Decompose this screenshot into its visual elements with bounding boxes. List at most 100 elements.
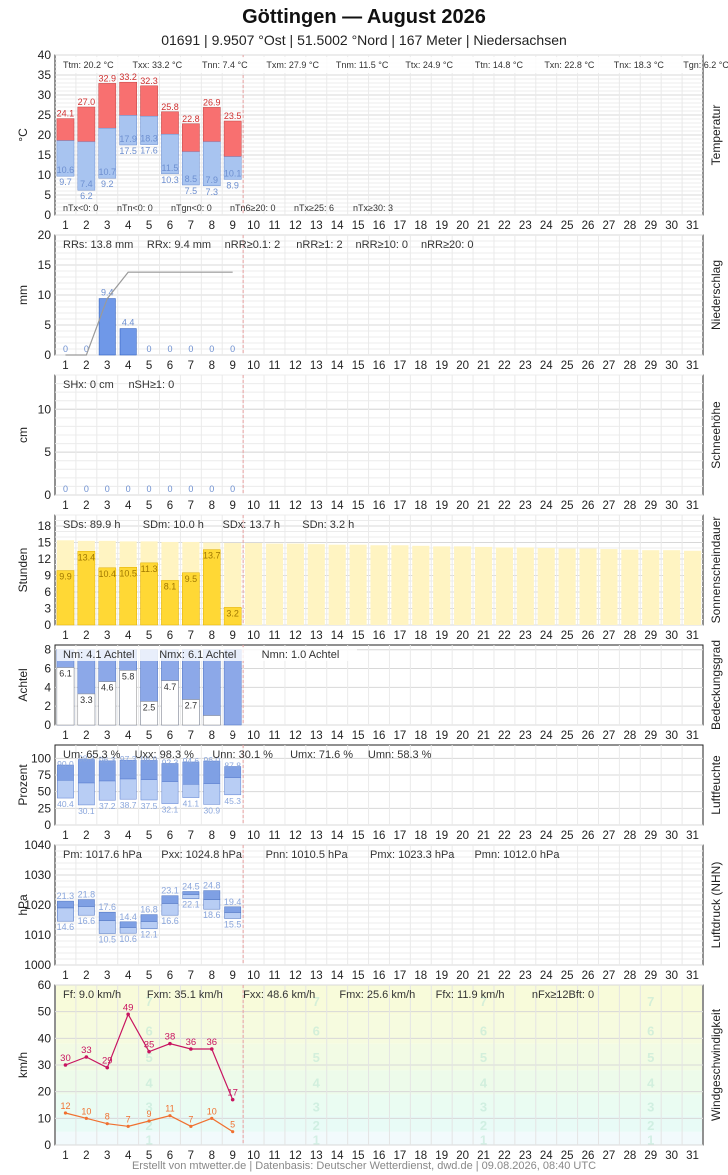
gust-value-label: 35 — [144, 1040, 155, 1051]
temp-max-bar — [56, 118, 75, 141]
x-tick-label: 20 — [456, 500, 469, 512]
y-tick-label: 8 — [44, 643, 51, 657]
humidity-lower-bar — [203, 783, 221, 805]
y-tick-label: 0 — [44, 618, 51, 632]
beaufort-label: 1 — [313, 1133, 320, 1148]
pressure-max-label: 16.8 — [140, 905, 158, 915]
x-tick-label: 9 — [229, 220, 235, 232]
pressure-max-label: 24.8 — [203, 881, 221, 891]
x-tick-label: 6 — [167, 730, 173, 742]
x-tick-label: 6 — [167, 220, 173, 232]
x-tick-label: 20 — [456, 970, 469, 982]
temp-max-label: 26.9 — [203, 97, 221, 107]
y-tick-label: 30 — [38, 1058, 52, 1072]
x-tick-label: 4 — [125, 220, 132, 232]
x-tick-label: 15 — [352, 630, 365, 642]
sun-potential-bar — [224, 543, 242, 625]
x-tick-label: 1 — [62, 220, 68, 232]
pressure-min-label: 12.1 — [140, 930, 158, 940]
x-tick-label: 9 — [229, 630, 235, 642]
y-tick-label: 3 — [44, 602, 51, 616]
humidity-max-label: 94.6 — [183, 756, 200, 766]
pressure-lower-bar — [98, 920, 116, 934]
x-tick-label: 21 — [477, 730, 490, 742]
x-tick-label: 24 — [540, 500, 553, 512]
pressure-max-label: 21.8 — [78, 890, 96, 900]
stat-label: nRR≥1: 2 — [296, 239, 342, 251]
stat-label: Umx: 71.6 % — [290, 749, 353, 761]
x-tick-label: 18 — [414, 500, 427, 512]
x-tick-label: 21 — [477, 360, 490, 372]
temp-min-bar — [77, 141, 96, 191]
beaufort-zone — [56, 1094, 702, 1116]
panel-side-label: Luftfeuchte — [709, 755, 723, 815]
x-tick-label: 7 — [188, 730, 194, 742]
sun-potential-bar — [454, 546, 472, 625]
x-tick-label: 12 — [289, 360, 302, 372]
temp-min-label: 11.5 — [162, 163, 179, 173]
sun-potential-bar — [349, 544, 367, 625]
stat-label: RRs: 13.8 mm — [63, 239, 133, 251]
x-tick-label: 13 — [310, 1150, 323, 1160]
x-tick-label: 22 — [498, 360, 511, 372]
y-tick-label: 5 — [44, 318, 51, 332]
snow-value-label: 0 — [84, 484, 89, 494]
stats-backdrop — [57, 647, 357, 661]
pressure-lower-bar — [57, 907, 74, 922]
x-tick-label: 5 — [146, 360, 152, 372]
x-tick-label: 31 — [686, 730, 699, 742]
sun-potential-bar — [516, 547, 534, 625]
sunshine-bar — [98, 567, 117, 626]
x-tick-label: 16 — [373, 730, 386, 742]
x-tick-label: 12 — [289, 970, 302, 982]
temp-max-label: 27.0 — [78, 97, 96, 107]
x-tick-label: 18 — [414, 360, 427, 372]
x-tick-label: 16 — [373, 970, 386, 982]
y-tick-label: 5 — [44, 445, 51, 459]
x-tick-label: 13 — [310, 500, 323, 512]
stat-label: RRx: 9.4 mm — [147, 239, 211, 251]
cloud-cover-bar — [140, 701, 158, 726]
stat-label: nRR≥0.1: 2 — [225, 239, 281, 251]
rain-value-label: 0 — [167, 344, 172, 354]
x-tick-label: 22 — [498, 1150, 511, 1160]
cloud-value-label: 0.0 — [226, 726, 239, 736]
x-tick-label: 5 — [146, 630, 152, 642]
gust-value-label: 36 — [186, 1037, 197, 1048]
y-tick-label: 35 — [38, 68, 52, 82]
stat-label: Pmn: 1012.0 hPa — [474, 849, 560, 861]
x-tick-label: 3 — [104, 500, 110, 512]
x-tick-label: 20 — [456, 730, 469, 742]
temp-min-label: 10.6 — [57, 165, 75, 175]
gust-point — [189, 1047, 193, 1051]
x-tick-label: 3 — [104, 220, 110, 232]
x-tick-label: 29 — [644, 970, 657, 982]
snow-value-label: 0 — [147, 484, 152, 494]
x-tick-label: 14 — [331, 360, 344, 372]
x-tick-label: 4 — [125, 970, 132, 982]
x-tick-label: 25 — [561, 630, 574, 642]
sunshine-value-label: 9.5 — [185, 574, 198, 584]
beaufort-label: 7 — [480, 994, 487, 1009]
beaufort-label: 7 — [145, 994, 152, 1009]
x-tick-label: 23 — [519, 360, 532, 372]
temp-min-label: 8.9 — [226, 180, 239, 190]
x-tick-label: 17 — [394, 730, 407, 742]
sunshine-bar — [202, 549, 221, 626]
x-tick-label: 12 — [289, 730, 302, 742]
temp-min-label: 17.5 — [119, 146, 137, 156]
temp-max-bar — [161, 111, 179, 135]
temp-min-label: 18.3 — [140, 134, 158, 144]
snow-value-label: 0 — [209, 484, 214, 494]
x-tick-label: 7 — [188, 1150, 194, 1160]
y-tick-label: 25 — [38, 801, 52, 815]
x-tick-label: 7 — [188, 830, 194, 842]
y-tick-label: 1020 — [24, 898, 51, 912]
x-tick-label: 10 — [247, 830, 260, 842]
x-tick-label: 13 — [310, 220, 323, 232]
x-tick-label: 15 — [352, 360, 365, 372]
x-tick-label: 8 — [209, 500, 215, 512]
temp-max-bar — [202, 107, 221, 143]
y-tick-label: 9 — [44, 569, 51, 583]
x-tick-label: 2 — [83, 730, 89, 742]
